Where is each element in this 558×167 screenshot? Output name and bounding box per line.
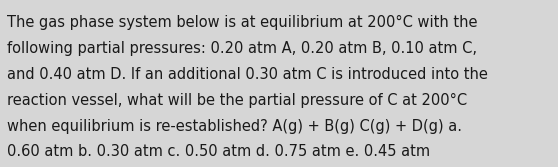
Text: following partial pressures: 0.20 atm A, 0.20 atm B, 0.10 atm C,: following partial pressures: 0.20 atm A,… <box>7 41 477 56</box>
Text: when equilibrium is re-established? A(g) + B(g) C(g) + D(g) a.: when equilibrium is re-established? A(g)… <box>7 119 462 134</box>
Text: 0.60 atm b. 0.30 atm c. 0.50 atm d. 0.75 atm e. 0.45 atm: 0.60 atm b. 0.30 atm c. 0.50 atm d. 0.75… <box>7 144 430 159</box>
Text: The gas phase system below is at equilibrium at 200°C with the: The gas phase system below is at equilib… <box>7 15 478 30</box>
Text: and 0.40 atm D. If an additional 0.30 atm C is introduced into the: and 0.40 atm D. If an additional 0.30 at… <box>7 67 488 82</box>
Text: reaction vessel, what will be the partial pressure of C at 200°C: reaction vessel, what will be the partia… <box>7 93 468 108</box>
